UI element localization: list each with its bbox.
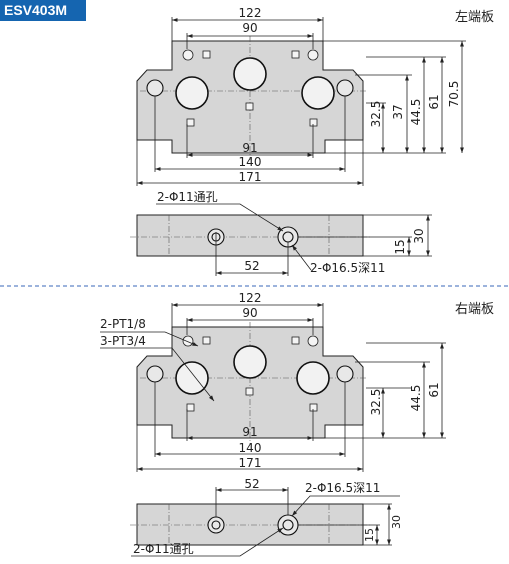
right-side-dim-30: 30 [390, 515, 403, 529]
right-plate-title: 右端板 [455, 302, 494, 317]
right-mount-hole-right [336, 365, 354, 383]
right-port-a-hole [175, 361, 209, 395]
left-side-hole-note: 2-Φ11通孔 [157, 190, 218, 204]
left-dim-140: 140 [239, 155, 262, 169]
left-side-dim-15: 15 [393, 239, 407, 254]
right-thread-note-pt34: 3-PT3/4 [100, 334, 146, 348]
left-port-a-hole [175, 76, 209, 110]
right-dim-91: 91 [242, 425, 257, 439]
right-port-a-mark [186, 403, 195, 412]
right-side-counterbore-inner [282, 519, 294, 531]
left-port-a-mark [186, 118, 195, 127]
left-dim-171: 171 [239, 170, 262, 184]
right-side-view-body [136, 503, 364, 546]
right-port-t2-mark [245, 387, 254, 396]
left-side-counterbore-inner [282, 231, 294, 243]
right-pilot-hole-right [307, 335, 319, 347]
right-side-dim-52: 52 [244, 477, 259, 491]
right-dim-61: 61 [427, 382, 441, 397]
right-port-t-mark [291, 336, 300, 345]
right-side-dim-15: 15 [363, 528, 376, 542]
left-dim-90: 90 [242, 21, 257, 35]
left-port-p-mark [202, 50, 211, 59]
right-port-p-hole [233, 345, 267, 379]
right-mount-hole-left [146, 365, 164, 383]
right-side-hole-note: 2-Φ11通孔 [133, 542, 194, 556]
left-side-dim-30: 30 [412, 228, 426, 243]
right-thread-note-pt18: 2-PT1/8 [100, 317, 146, 331]
right-dim-122: 122 [239, 291, 262, 305]
left-dim-32-5: 32.5 [369, 101, 383, 128]
left-side-dim-52: 52 [244, 259, 259, 273]
left-port-p-hole [233, 57, 267, 91]
left-port-t2-mark [245, 102, 254, 111]
left-mount-hole-right [336, 79, 354, 97]
left-dim-44-5: 44.5 [409, 99, 423, 126]
left-dim-91: 91 [242, 141, 257, 155]
right-dim-32-5: 32.5 [369, 389, 383, 416]
left-dim-61: 61 [427, 94, 441, 109]
right-side-counterbore-note: 2-Φ16.5深11 [305, 481, 380, 495]
left-port-t-mark [291, 50, 300, 59]
left-pilot-hole-left [182, 49, 194, 61]
left-pilot-hole-right [307, 49, 319, 61]
left-port-b-mark [309, 118, 318, 127]
model-badge: ESV403M [0, 0, 86, 21]
left-port-b-hole [301, 76, 335, 110]
left-mount-hole-left [146, 79, 164, 97]
right-port-b-mark [309, 403, 318, 412]
left-dim-70-5: 70.5 [447, 81, 461, 108]
right-pilot-hole-left [182, 335, 194, 347]
right-dim-44-5: 44.5 [409, 385, 423, 412]
left-plate-title: 左端板 [455, 10, 494, 25]
right-dim-140: 140 [239, 441, 262, 455]
left-side-view-body [136, 214, 364, 257]
left-dim-37: 37 [391, 104, 405, 119]
right-dim-90: 90 [242, 306, 257, 320]
right-port-p-mark [202, 336, 211, 345]
right-dim-171: 171 [239, 456, 262, 470]
left-dim-122: 122 [239, 6, 262, 20]
right-side-through-hole-inner [211, 520, 221, 530]
right-port-b-hole [296, 361, 330, 395]
left-side-counterbore-note: 2-Φ16.5深11 [310, 261, 385, 275]
